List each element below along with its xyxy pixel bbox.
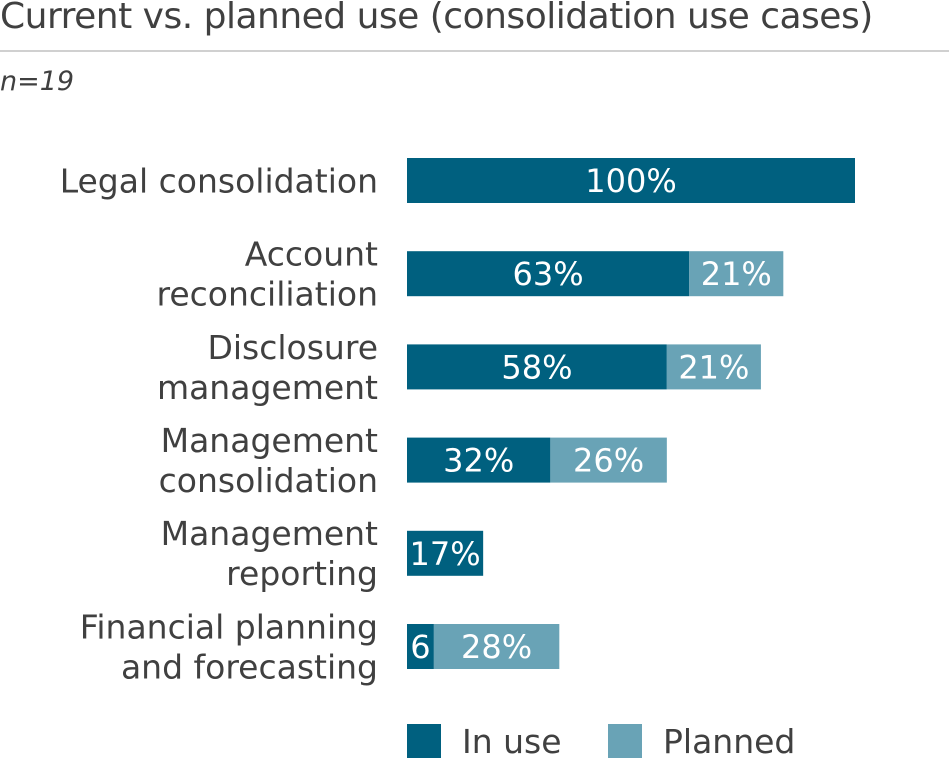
bar-planned-label: 21% [678,348,749,386]
category-label-line: Legal consolidation [60,161,378,200]
category-label-line: reporting [226,554,378,593]
category-label: Management consolidation [159,421,378,500]
bar-in-use-label: 63% [513,255,584,293]
category-label-line: consolidation [159,461,378,500]
bar-in-use-label: 6 [410,628,430,666]
category-label: Legal consolidation [60,161,378,200]
bar-planned-label: 28% [461,628,532,666]
category-label: Management reporting [161,514,378,593]
category-label-line: Disclosure [207,328,378,367]
bar-planned [666,344,761,390]
sample-size-note: n=19 [0,66,75,97]
category-label-line: and forecasting [121,647,378,686]
category-label: Financial planning and forecasting [80,607,378,686]
bar-in-use-label: 32% [443,442,514,480]
bar-planned [689,251,784,297]
category-label-line: Management [161,514,378,553]
bar-in-use-label: 100% [585,162,676,200]
bar-planned [550,437,667,483]
category-label-line: management [157,368,378,407]
legend-planned-swatch [608,724,642,758]
category-label-line: Account [245,235,378,274]
bar-in-use [407,344,667,390]
bar-in-use-label: 58% [501,348,572,386]
bar-in-use [407,624,434,669]
category-label: Account reconciliation [157,235,379,314]
category-label-line: Management [161,421,378,460]
category-label-line: reconciliation [157,275,378,314]
legend-in-use-swatch [407,724,441,758]
legend-in-use-label: In use [462,722,562,761]
bar-planned [433,624,560,669]
bar-planned-label: 21% [701,255,772,293]
bar-in-use [407,437,551,483]
chart-title: Current vs. planned use (consolidation u… [0,0,873,37]
bar-in-use [407,158,855,203]
bar-in-use [407,530,484,576]
legend-planned-label: Planned [663,722,795,761]
category-label: Disclosure management [157,328,378,407]
bar-in-use [407,251,690,297]
bar-in-use-label: 17% [410,535,481,573]
bar-planned-label: 26% [573,442,644,480]
title-divider [0,50,949,52]
category-label-line: Financial planning [80,607,378,646]
